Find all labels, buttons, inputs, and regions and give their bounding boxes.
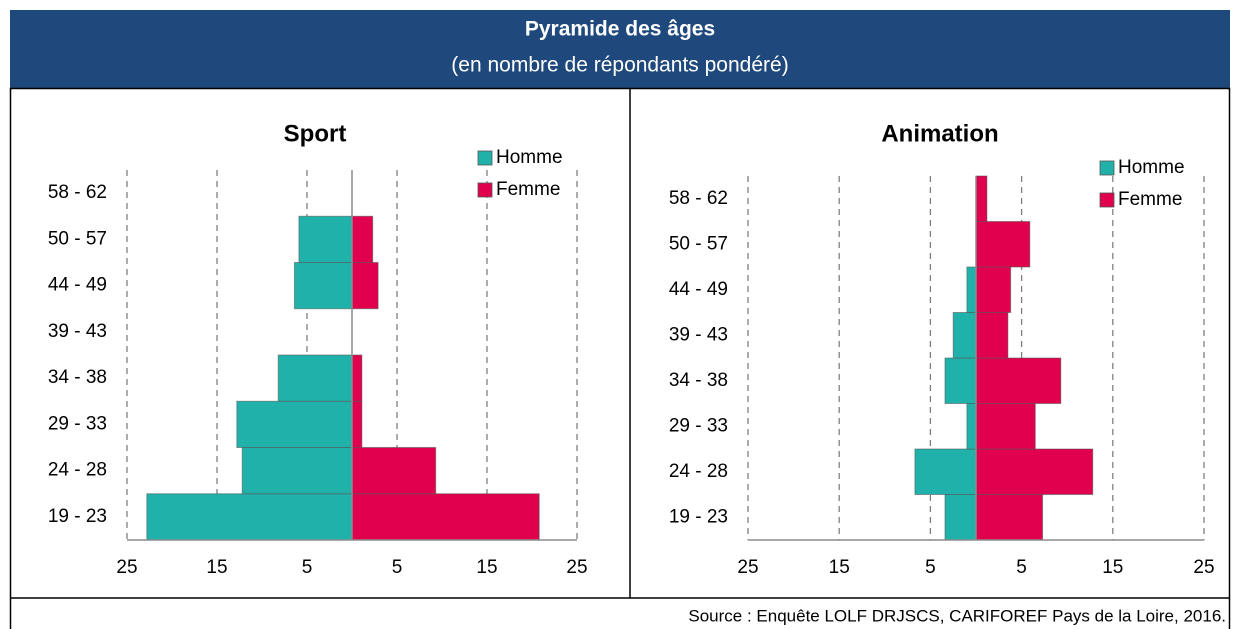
legend-swatch xyxy=(1099,192,1115,208)
bar xyxy=(944,357,977,404)
bar xyxy=(146,493,353,541)
bar xyxy=(277,354,353,402)
x-tick-label: 5 xyxy=(925,557,936,578)
bar xyxy=(914,448,977,495)
y-tick-label: 58 - 62 xyxy=(48,182,107,203)
bar xyxy=(351,447,437,495)
bar xyxy=(975,403,1036,450)
x-tick-label: 15 xyxy=(476,557,497,578)
bar xyxy=(975,357,1062,404)
y-tick-label: 24 - 28 xyxy=(48,460,107,481)
y-tick-label: 44 - 49 xyxy=(669,279,728,300)
header-title: Pyramide des âges xyxy=(525,18,715,41)
bar xyxy=(975,175,988,222)
x-tick-label: 5 xyxy=(1016,557,1027,578)
x-tick-label: 25 xyxy=(116,557,137,578)
y-tick-label: 39 - 43 xyxy=(669,324,728,345)
bar xyxy=(975,312,1009,359)
legend-swatch xyxy=(477,150,493,166)
y-tick-label: 44 - 49 xyxy=(48,275,107,296)
legend-label: Femme xyxy=(496,179,560,200)
x-tick-label: 25 xyxy=(737,557,758,578)
y-tick-label: 24 - 28 xyxy=(669,461,728,482)
x-tick-label: 5 xyxy=(392,557,403,578)
source: Source : Enquête LOLF DRJSCS, CARIFOREF … xyxy=(688,606,1226,625)
legend-swatch xyxy=(1099,160,1115,176)
y-tick-label: 58 - 62 xyxy=(669,188,728,209)
y-tick-label: 50 - 57 xyxy=(48,228,107,249)
frame xyxy=(9,87,1231,629)
legend-label: Homme xyxy=(1118,157,1185,178)
y-tick-label: 50 - 57 xyxy=(669,233,728,254)
bar xyxy=(351,493,540,541)
bar xyxy=(975,448,1094,495)
bar xyxy=(975,221,1031,268)
header-subtitle: (en nombre de répondants pondéré) xyxy=(451,54,788,77)
y-tick-label: 39 - 43 xyxy=(48,321,107,342)
bar xyxy=(944,494,977,541)
bar xyxy=(952,312,977,359)
bar xyxy=(975,494,1044,541)
chart-title: Animation xyxy=(881,120,998,147)
bar xyxy=(975,266,1012,313)
x-tick-label: 15 xyxy=(206,557,227,578)
legend-swatch xyxy=(477,182,493,198)
bar xyxy=(351,354,363,402)
legend-label: Homme xyxy=(496,147,563,168)
x-tick-label: 25 xyxy=(566,557,587,578)
y-tick-label: 29 - 33 xyxy=(48,413,107,434)
y-tick-label: 29 - 33 xyxy=(669,415,728,436)
y-tick-label: 19 - 23 xyxy=(669,506,728,527)
legend-label: Femme xyxy=(1118,189,1182,210)
x-tick-label: 15 xyxy=(829,557,850,578)
x-tick-label: 5 xyxy=(302,557,313,578)
y-tick-label: 19 - 23 xyxy=(48,506,107,527)
bar xyxy=(298,215,353,263)
bar xyxy=(351,400,363,448)
chart-title: Sport xyxy=(284,120,347,147)
bar xyxy=(966,403,977,450)
bar xyxy=(293,262,353,310)
bar xyxy=(241,447,353,495)
x-tick-label: 25 xyxy=(1193,557,1214,578)
y-tick-label: 34 - 38 xyxy=(48,367,107,388)
bar xyxy=(351,262,379,310)
bar xyxy=(236,400,353,448)
bar xyxy=(351,215,374,263)
x-tick-label: 15 xyxy=(1102,557,1123,578)
bar xyxy=(966,266,977,313)
y-tick-label: 34 - 38 xyxy=(669,370,728,391)
header-band xyxy=(10,10,1230,88)
